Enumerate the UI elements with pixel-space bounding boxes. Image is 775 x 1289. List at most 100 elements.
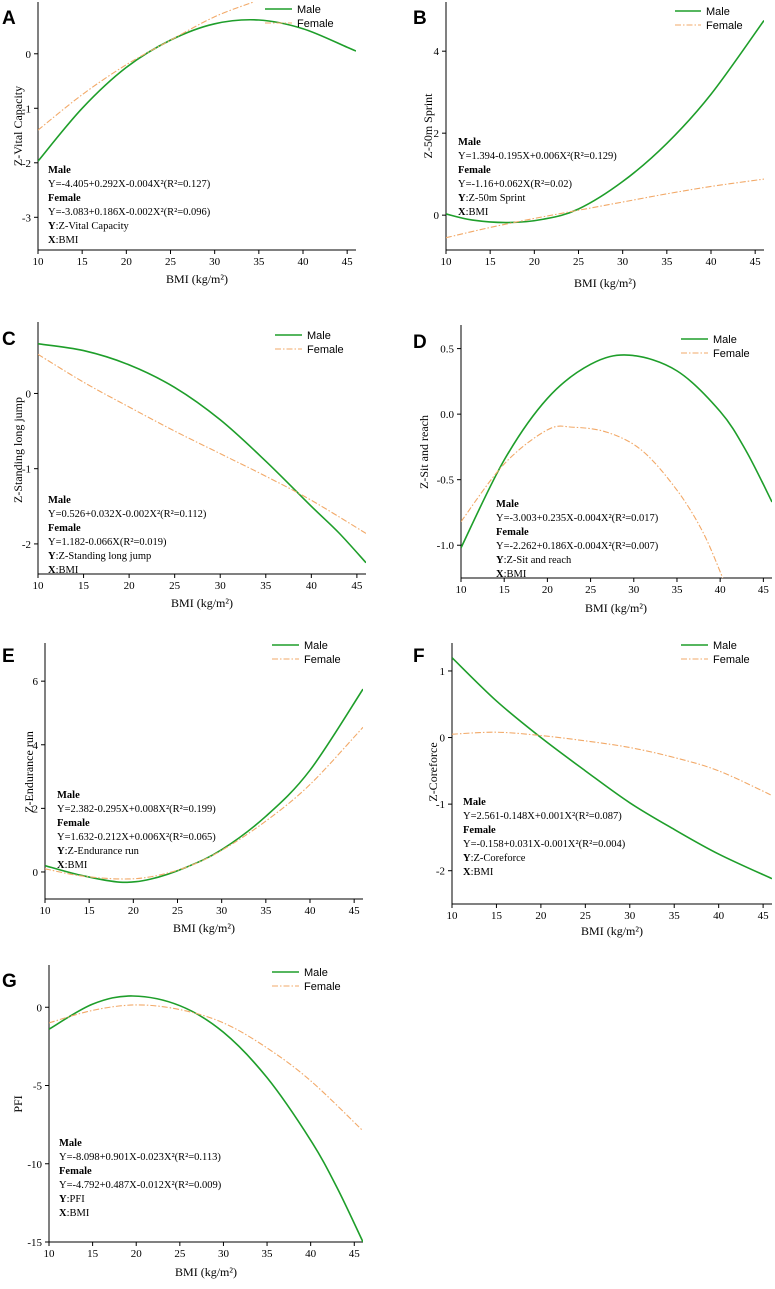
legend: Male Female [272,967,341,993]
legend-female-label: Female [304,654,341,666]
y-key: Y [496,555,504,566]
plot-area: 10 15 20 25 30 35 40 45 -2 -1 0 [22,322,366,592]
y-key: Y [48,221,56,232]
equation-annotation: Male Y=0.526+0.032X-0.002X²(R²=0.112) Fe… [48,495,207,576]
x-key: X [59,1208,67,1219]
x-tick-label: 40 [306,580,318,592]
y-axis-label: Z-Coreforce [426,742,440,801]
male-series-line [49,995,363,1242]
male-equation: Y=-8.098+0.901X-0.023X²(R²=0.113) [59,1152,221,1163]
x-definition: X:BMI [48,565,79,576]
x-tick-label: 45 [758,910,770,922]
x-tick-label: 40 [305,1248,317,1260]
male-series-line [45,688,363,884]
x-tick-label: 35 [253,256,265,268]
male-series-line [452,657,772,880]
y-tick-label: 0.5 [440,344,454,356]
x-tick-label: 20 [535,910,547,922]
female-equation: Y=-1.16+0.062X(R²=0.02) [458,179,572,190]
x-tick-label: 30 [218,1248,230,1260]
y-tick-label: 2 [33,803,39,815]
panel-g: G 10 15 20 25 30 35 40 45-15-10-50 BMI (kg/m²) … [2,965,363,1279]
female-series-line [461,425,724,578]
female-equation: Y=-4.792+0.487X-0.012X²(R²=0.009) [59,1180,222,1191]
female-series-line [38,353,366,534]
male-equation: Y=2.561-0.148X+0.001X²(R²=0.087) [463,811,622,822]
x-text: :BMI [56,235,79,246]
x-tick-label: 30 [624,910,636,922]
male-series-line [461,354,772,549]
y-tick-label: 0 [434,210,440,222]
y-definition: Y:PFI [59,1194,85,1205]
x-axis-label: BMI (kg/m²) [581,924,643,938]
plot-area: 10 15 20 25 30 35 40 45 -1.0 -0.5 0.0 0.5 [437,325,772,596]
x-key: X [57,860,65,871]
y-tick-label: -5 [33,1081,43,1093]
x-tick-label: 30 [215,580,227,592]
y-text: :Z-Endurance run [65,846,140,857]
y-tick-label: -1 [436,799,445,811]
x-key: X [48,565,56,576]
x-tick-label: 45 [342,256,354,268]
x-tick-label: 30 [617,256,629,268]
y-key: Y [458,193,466,204]
male-equation: Y=1.394-0.195X+0.006X²(R²=0.129) [458,151,617,162]
plot-area: 10 15 20 25 30 35 40 45 -2 -1 0 1 [436,643,772,922]
y-tick-label: -1 [22,464,31,476]
legend-male-label: Male [304,640,328,652]
equation-annotation: Male Y=2.382-0.295X+0.008X²(R²=0.199) Fe… [57,790,216,871]
legend-female-label: Female [713,348,750,360]
x-tick-label: 40 [715,584,727,596]
x-axis-label: BMI (kg/m²) [171,596,233,610]
y-tick-label: 2 [434,128,440,140]
panel-b: B 10 15 20 25 30 35 40 45 0 2 4 BMI (kg/m²) Z-50m … [413,2,764,290]
plot-area: 10 15 20 25 30 35 40 45 0 2 4 [434,2,764,268]
panel-letter: E [2,646,15,667]
legend: Male Female [275,330,344,356]
y-axis-label: Z-Endurance run [22,731,36,813]
legend: Male Female [681,640,750,666]
x-tick-label: 25 [169,580,181,592]
x-tick-label: 10 [40,905,52,917]
y-axis-label: PFI [11,1095,25,1112]
y-definition: Y:Z-50m Sprint [458,193,525,204]
y-text: :Z-Standing long jump [56,551,152,562]
male-equation: Y=2.382-0.295X+0.008X²(R²=0.199) [57,804,216,815]
x-tick-label: 15 [78,580,90,592]
y-definition: Y:Z-Sit and reach [496,555,572,566]
x-axis-label: BMI (kg/m²) [574,276,636,290]
y-tick-label: -0.5 [437,475,455,487]
x-tick-label: 25 [174,1248,186,1260]
equation-annotation: Male Y=-8.098+0.901X-0.023X²(R²=0.113) F… [59,1138,222,1219]
panel-c: C 10 15 20 25 30 35 40 45 -2 -1 0 BMI (kg/m²) Z-St… [2,322,366,610]
female-series-line [452,731,772,796]
x-tick-label: 15 [499,584,511,596]
x-key: X [496,569,504,580]
x-text: :BMI [56,565,79,576]
x-definition: X:BMI [496,569,527,580]
x-tick-label: 30 [209,256,221,268]
male-title: Male [496,499,519,510]
x-tick-label: 10 [33,580,45,592]
x-definition: X:BMI [463,867,494,878]
male-series-line [446,19,764,224]
x-tick-label: 20 [131,1248,143,1260]
legend-female-label: Female [713,654,750,666]
x-axis-label: BMI (kg/m²) [585,601,647,615]
x-tick-label: 15 [77,256,89,268]
equation-annotation: Male Y=-3.003+0.235X-0.004X²(R²=0.017) F… [496,499,659,580]
y-tick-label: -1 [22,103,31,115]
equation-annotation: Male Y=1.394-0.195X+0.006X²(R²=0.129) Fe… [458,137,617,218]
x-axis-label: BMI (kg/m²) [166,272,228,286]
legend-male-label: Male [713,640,737,652]
legend: Male Female [265,4,334,30]
female-series-line [49,1004,363,1132]
y-axis-label: Z-Sit and reach [417,415,431,489]
x-tick-label: 40 [706,256,718,268]
female-title: Female [496,527,529,538]
x-tick-label: 20 [542,584,554,596]
legend: Male Female [681,334,750,360]
female-title: Female [48,523,81,534]
x-tick-label: 35 [669,910,681,922]
y-tick-label: 0 [37,1002,43,1014]
